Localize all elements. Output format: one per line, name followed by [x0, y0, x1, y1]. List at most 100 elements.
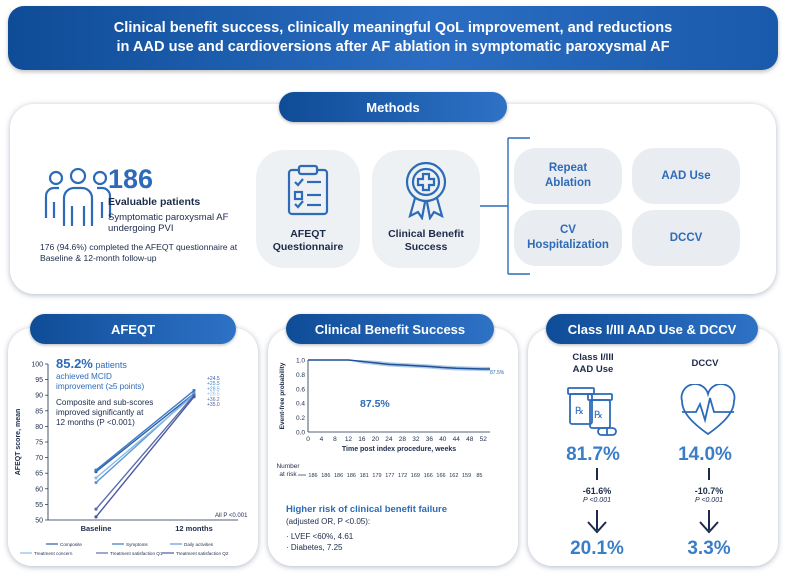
km-x-axis-label: Time post index procedure, weeks: [342, 446, 456, 453]
svg-text:℞: ℞: [575, 406, 584, 417]
afeqt-legend-label: Composite: [60, 542, 82, 547]
afeqt-y-axis-label: AFEQT score, mean: [15, 409, 22, 476]
title-line-2: in AAD use and cardioversions after AF a…: [116, 39, 670, 55]
afeqt-point-12mo: [192, 395, 196, 399]
afeqt-series-line: [95, 393, 195, 473]
km-y-tick-label: 0.0: [296, 430, 305, 437]
afeqt-legend-label: Treatment satisfaction Q1: [110, 551, 163, 556]
svg-text:℞: ℞: [594, 410, 603, 421]
afeqt-y-tick-label: 80: [35, 424, 43, 431]
dccv-arrow-down-icon: [699, 468, 719, 534]
afeqt-series-line: [95, 389, 195, 471]
km-at-risk-value: 186: [321, 473, 330, 479]
afeqt-comp-3: 12 months (P <0.001): [56, 418, 135, 427]
km-x-tick-label: 0: [306, 436, 310, 443]
afeqt-y-tick-label: 65: [35, 471, 43, 478]
patients-icon: [44, 168, 112, 226]
patients-count: 186: [108, 164, 154, 194]
outcomes-bracket: [480, 137, 530, 275]
cbs-end-label: 87.5%: [490, 370, 505, 376]
risk-title: Higher risk of clinical benefit failure: [286, 504, 448, 515]
afeqt-y-tick-label: 55: [35, 502, 43, 509]
afeqt-y-tick-label: 70: [35, 455, 43, 462]
afeqt-chart: 50 55 60 65 70 75 80 85 90 95 100 AFEQT score, mean…: [15, 362, 238, 556]
number-at-risk-label: Number at risk: [272, 463, 304, 479]
km-x-tick-label: 8: [333, 436, 337, 443]
afeqt-change-label: +25.5: [207, 381, 220, 387]
km-y-axis-label: Event-free probability: [279, 362, 286, 429]
km-at-risk-value: 181: [360, 473, 369, 479]
outcome-dccv: DCCV: [632, 210, 740, 266]
dccv-change-p: P <0.001: [695, 497, 723, 504]
km-at-risk-value: 166: [424, 473, 433, 479]
patients-label: Evaluable patients: [108, 196, 201, 208]
afeqt-legend-label: Symptoms: [126, 542, 148, 547]
afeqt-change-label: +26.5: [207, 392, 220, 398]
afeqt-mcid-1: achieved MCID: [56, 372, 112, 381]
km-x-tick-label: 4: [320, 436, 324, 443]
km-at-risk-value: 186: [308, 473, 317, 479]
afeqt-point-12mo: [192, 388, 196, 393]
number-at-risk-1: Number: [276, 463, 300, 470]
outcome-cv-hospitalization: CV Hospitalization: [514, 210, 622, 266]
km-at-risk-value: 177: [385, 473, 394, 479]
afeqt-card-label-1: AFEQT: [290, 228, 326, 240]
km-at-risk-value: 85: [476, 473, 482, 479]
afeqt-series-line: [95, 396, 195, 518]
risk-item-1: · LVEF <60%, 4.61: [286, 532, 354, 541]
afeqt-p-note: All P <0.001: [215, 513, 248, 519]
aad-arrow-down-icon: [587, 468, 607, 534]
afeqt-mcid-2: improvement (≥5 points): [56, 382, 145, 391]
afeqt-pct-suffix: patients: [92, 360, 127, 370]
afeqt-pill: AFEQT: [30, 314, 236, 344]
afeqt-point-baseline: [94, 468, 98, 472]
km-x-tick-label: 20: [372, 436, 380, 443]
km-y-tick-label: 0.2: [296, 415, 305, 422]
afeqt-y-tick-label: 100: [31, 362, 43, 369]
afeqt-x-tick-label: Baseline: [81, 524, 112, 533]
afeqt-series-line: [95, 394, 195, 510]
afeqt-series-line: [95, 394, 195, 479]
km-at-risk-value: 186: [334, 473, 343, 479]
afeqt-y-tick-label: 50: [35, 518, 43, 525]
afeqt-point-baseline: [94, 515, 98, 519]
afeqt-y-tick-label: 75: [35, 440, 43, 447]
km-x-tick-label: 48: [466, 436, 474, 443]
afeqt-questionnaire-card: AFEQT Questionnaire: [256, 150, 360, 268]
aad-col-title-1: Class I/III: [572, 352, 614, 363]
km-chart: 0.00.20.40.60.81.00 4 8 12 16 20 24 28 32 36 40 44 4…: [279, 358, 490, 479]
afeqt-comp-1: Composite and sub-scores: [56, 398, 154, 407]
aad-change: -61.6%: [582, 486, 612, 496]
km-at-risk-value: 172: [398, 473, 407, 479]
km-x-tick-label: 28: [399, 436, 407, 443]
afeqt-y-tick-label: 90: [35, 393, 43, 400]
afeqt-point-baseline: [94, 476, 98, 480]
aad-change-p: P <0.001: [583, 497, 611, 504]
outcome-repeat-line1: Repeat: [548, 162, 588, 174]
cbs-panel: 0.0 0.2 0.4 0.6 0.8 1.0 0 4 8 12 16 20 24 28 32 36 40 44 4…: [268, 328, 518, 566]
outcome-cv-line1: CV: [560, 224, 576, 236]
afeqt-y-tick-label: 60: [35, 486, 43, 493]
afeqt-y-tick-label: 95: [35, 377, 43, 384]
afeqt-point-baseline: [94, 507, 98, 511]
aad-final-pct: 20.1%: [570, 538, 624, 559]
aad-col-title-2: AAD Use: [572, 364, 614, 375]
afeqt-change-label: +28.5: [207, 386, 220, 392]
checklist-icon: [287, 164, 329, 216]
aad-col-title: Class I/III AAD Use: [528, 352, 658, 376]
afeqt-legend-label: Treatment satisfaction Q2: [176, 551, 229, 556]
risk-subtitle: (adjusted OR, P <0.05):: [286, 517, 371, 526]
afeqt-x-tick-label: 12 months: [175, 524, 213, 533]
km-x-tick-label: 24: [385, 436, 393, 443]
methods-panel: 186 Evaluable patients Symptomatic parox…: [10, 104, 776, 294]
patients-desc-1: Symptomatic paroxysmal AF: [108, 212, 229, 223]
methods-pill: Methods: [279, 92, 507, 122]
risk-item-1-text: LVEF <60%, 4.61: [290, 532, 354, 541]
afeqt-change-label: +36.2: [207, 397, 220, 403]
cbs-card-label-1: Clinical Benefit: [388, 228, 464, 240]
afeqt-pct: 85.2%: [56, 356, 93, 371]
risk-item-2: · Diabetes, 7.25: [286, 543, 343, 552]
afeqt-card-label-2: Questionnaire: [272, 241, 344, 253]
number-at-risk-2: at risk: [279, 471, 297, 478]
km-at-risk-value: 169: [411, 473, 420, 479]
